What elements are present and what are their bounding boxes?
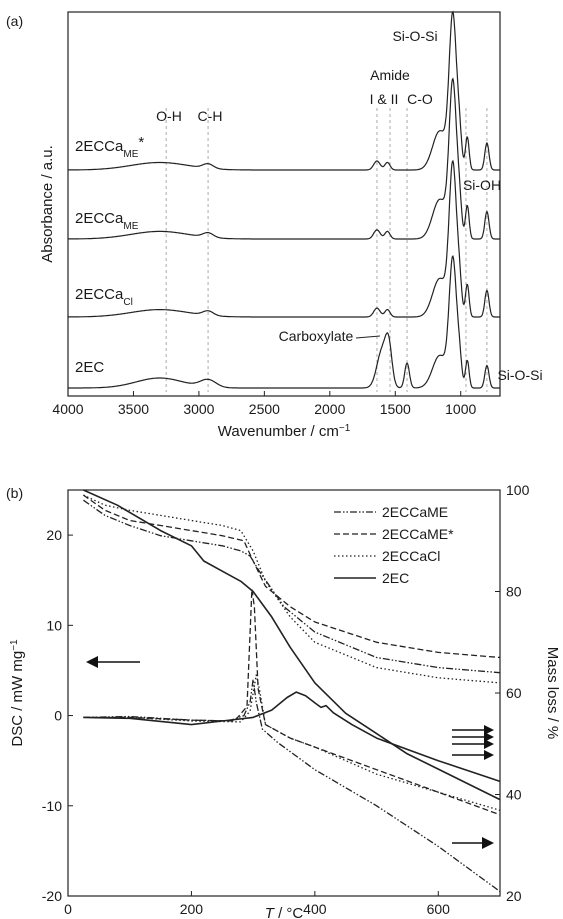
ftir-y-axis-label: Absorbance / a.u. [39,145,56,263]
mass-curve-0 [83,499,501,674]
ftir-spectrum-s1 [67,10,500,171]
ftir-plot-frame [67,11,501,397]
mass-y-axis-label: Mass loss / % [544,647,561,740]
panel-a: (a) 4000 3500 3000 2500 2000 1500 1000 Wavenum… [6,10,543,441]
ftir-spectrum-s4 [68,254,500,389]
series-label-2ECCaME-star: 2ECCaME* [75,134,144,160]
annotation-ch: C-H [198,108,223,124]
mass-y-ticks: 20 40 60 80 100 [495,482,530,904]
ftir-series-labels: 2ECCaME* 2ECCaME 2ECCaCl 2EC [75,134,144,376]
thermal-x-ticks: 0 200 400 600 [64,891,450,917]
thermal-x-tick-label: 600 [427,901,451,917]
thermal-x-tick-label: 200 [180,901,204,917]
ftir-x-tick-label: 1500 [380,401,411,417]
thermal-legend: 2ECCaME 2ECCaME* 2ECCaCl 2EC [334,504,454,586]
dsc-curve-2 [83,674,501,811]
legend-entry: 2EC [382,570,409,586]
dsc-y-tick-label: 20 [46,527,62,543]
thermal-x-tick-label: 0 [64,901,72,917]
ftir-x-tick-label: 4000 [52,401,83,417]
annotation-sioh: Si-OH [463,177,501,193]
legend-entry: 2ECCaCl [382,548,440,564]
thermal-curves [83,489,501,893]
legend-entry: 2ECCaME* [382,526,454,542]
dsc-curve-3 [83,691,501,783]
axis-direction-arrows [86,656,494,849]
thermal-x-tick-label: 400 [303,901,327,917]
carboxylate-leader [355,335,381,339]
dsc-y-axis-label: DSC / mW mg−1 [9,639,27,747]
dsc-y-tick-label: 0 [54,708,62,724]
series-label-2ECCaCl: 2ECCaCl [75,286,133,308]
thermal-x-axis-label: T / °C [265,905,304,919]
legend-entry: 2ECCaME [382,504,448,520]
mass-y-tick-label: 60 [506,685,522,701]
mass-y-tick-label: 100 [506,482,530,498]
annotation-carboxylate: Carboxylate [279,328,354,344]
panel-a-label: (a) [6,13,23,29]
dsc-curve-0 [83,678,501,893]
mass-y-tick-label: 80 [506,584,522,600]
dsc-curve-1 [83,588,501,816]
mass-curve-3 [83,489,501,801]
ftir-x-tick-label: 3000 [183,401,214,417]
mass-curve-2 [83,494,501,684]
series-label-2EC: 2EC [75,359,104,376]
annotation-co: C-O [407,91,433,107]
ftir-x-tick-label: 1000 [445,401,476,417]
dsc-y-tick-label: -10 [42,798,62,814]
ftir-spectra [67,10,500,389]
mass-curve-1 [83,494,501,659]
series-label-2ECCaME: 2ECCaME [75,210,139,232]
panel-b-label: (b) [6,485,23,501]
annotation-siosi-bottom: Si-O-Si [497,367,542,383]
annotation-amide: Amide [370,67,410,83]
dsc-y-ticks: -20 -10 0 10 20 [42,527,73,904]
ftir-x-axis-label: Wavenumber / cm−1 [218,423,351,441]
ftir-spectrum-s2 [67,77,500,240]
ftir-guide-lines [165,108,488,392]
ftir-x-tick-label: 3500 [118,401,149,417]
ftir-annotations: O-H C-H Amide I & II C-O Si-O-Si Si-OH C… [156,28,542,383]
dsc-axis-arrow [86,656,140,668]
annotation-siosi-top: Si-O-Si [392,28,437,44]
ftir-x-tick-label: 2000 [314,401,345,417]
annotation-amide-bands: I & II [370,91,399,107]
mass-y-tick-label: 20 [506,888,522,904]
mass-axis-arrows [452,725,494,849]
annotation-oh: O-H [156,108,182,124]
mass-y-tick-label: 40 [506,787,522,803]
dsc-y-tick-label: -20 [42,888,62,904]
ftir-x-ticks: 4000 3500 3000 2500 2000 1500 1000 [52,391,477,417]
ftir-spectrum-s3 [68,159,500,318]
panel-b: (b) 0 200 400 600 -20 -10 0 10 20 20 40 60 80 100 T… [6,482,561,919]
ftir-x-tick-label: 2500 [249,401,280,417]
dsc-y-tick-label: 10 [46,617,62,633]
